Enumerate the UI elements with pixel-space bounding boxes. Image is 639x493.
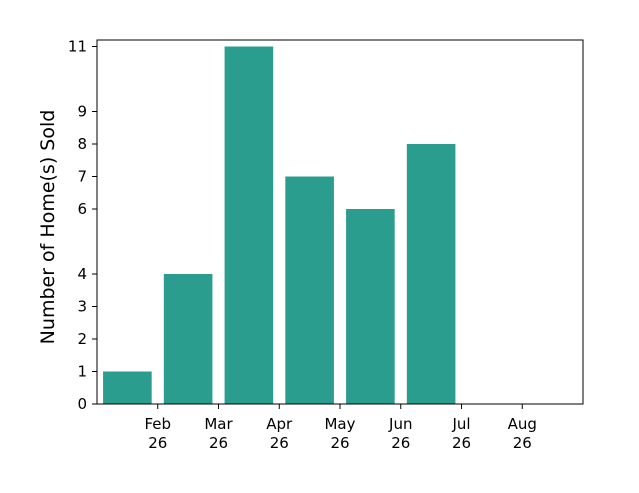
- bar-mar-26: [163, 274, 213, 404]
- bar-may-26: [285, 176, 334, 404]
- bar-jun-26: [346, 209, 395, 404]
- y-tick-label: 7: [77, 168, 87, 186]
- y-tick-label: 2: [77, 330, 87, 348]
- bar-apr-26: [224, 46, 274, 404]
- x-ticks-group: Feb 26 Mar 26 Apr 26 May 26 Jun 26 Jul 26 Aug 26: [144, 404, 537, 452]
- y-tick-label: 4: [77, 265, 87, 283]
- y-tick-label: 1: [77, 363, 87, 381]
- y-tick-label: 0: [77, 395, 87, 413]
- x-tick-label: Feb 26: [144, 415, 171, 452]
- y-tick-label: 8: [77, 135, 87, 153]
- bars-group: [103, 46, 456, 404]
- y-tick-label: 6: [77, 200, 87, 218]
- plot-frame: [96, 39, 584, 405]
- bar-jul-26: [406, 144, 456, 404]
- y-tick-label: 9: [77, 103, 87, 121]
- y-axis-label: Number of Home(s) Sold: [37, 110, 59, 345]
- y-tick-label: 11: [68, 38, 87, 56]
- x-tick-label: May 26: [324, 415, 355, 452]
- x-tick-label: Mar 26: [204, 415, 233, 452]
- x-tick-label: Aug 26: [508, 415, 537, 452]
- x-tick-label: Apr 26: [266, 415, 293, 452]
- bar-feb-26: [103, 371, 152, 404]
- y-ticks-group: 0 1 2 3 4 6 7 8 9 11: [68, 38, 97, 413]
- x-tick-label: Jun 26: [388, 415, 412, 452]
- y-tick-label: 3: [77, 298, 87, 316]
- x-tick-label: Jul 26: [451, 415, 471, 452]
